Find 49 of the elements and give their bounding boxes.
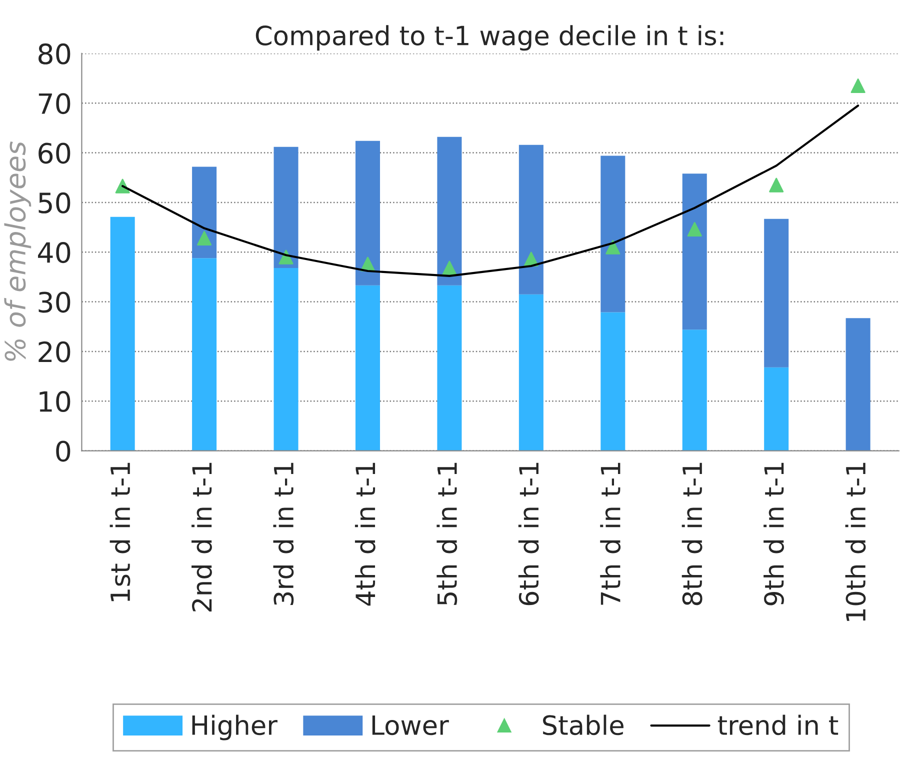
y-tick-label: 70 (38, 93, 70, 114)
x-tick-label: 7th d in t-1 (600, 462, 621, 605)
x-tick-label: 6th d in t-1 (518, 462, 539, 606)
bar (437, 136, 462, 286)
x-tick-label: 8th d in t-1 (682, 462, 702, 606)
bar (764, 367, 789, 451)
legend-label: Higher (192, 714, 278, 740)
y-tick-label: 50 (38, 192, 70, 214)
x-tick-label: 4th d in t-1 (354, 462, 376, 606)
y-tick-label: 10 (40, 391, 70, 412)
y-tick-label: 80 (38, 43, 70, 64)
y-tick-label: 40 (38, 242, 70, 264)
bar (192, 166, 217, 258)
bar (600, 156, 626, 312)
bar (682, 330, 707, 451)
x-tick-label: 3rd d in t-1 (273, 462, 294, 606)
y-tick-label: 60 (38, 142, 70, 164)
x-tick-label: 9th d in t-1 (764, 462, 784, 606)
x-tick-label: 1st d in t-1 (110, 462, 130, 602)
bar (846, 318, 870, 451)
bar (682, 174, 707, 330)
x-tick-label: 5th d in t-1 (436, 462, 458, 605)
x-tick-label: 10th d in t-1 (845, 462, 866, 621)
legend-label: Lower (372, 716, 449, 736)
bar (274, 268, 298, 451)
legend-label: Stable (543, 714, 624, 736)
bar (110, 216, 135, 451)
y-tick-label: 30 (38, 292, 70, 313)
bar (274, 146, 298, 268)
point (687, 222, 702, 237)
bar (355, 285, 380, 451)
y-axis-title: % of employees (4, 142, 32, 361)
bar (192, 258, 217, 451)
point (606, 240, 620, 254)
bar (355, 140, 380, 286)
bar (600, 312, 626, 451)
point (442, 260, 457, 276)
bar (437, 285, 462, 451)
point (850, 78, 866, 94)
point (197, 230, 212, 246)
bar (518, 294, 544, 451)
bar (518, 144, 544, 294)
x-tick-label: 2nd d in t-1 (192, 462, 212, 612)
point (769, 178, 784, 192)
bar (764, 218, 789, 368)
legend-label: trend in t (718, 714, 838, 736)
chart-title: Compared to t-1 wage decile in t is: (256, 25, 724, 51)
y-tick-label: 0 (56, 440, 70, 462)
y-tick-label: 20 (38, 341, 70, 362)
